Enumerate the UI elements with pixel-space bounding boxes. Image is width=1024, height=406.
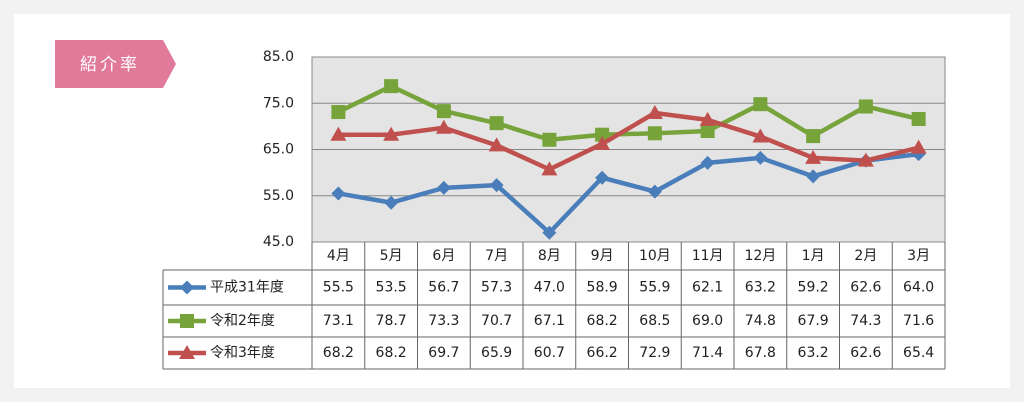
series-line [338, 110, 920, 172]
table-cell: 69.0 [692, 313, 723, 329]
table-cell: 47.0 [534, 280, 565, 296]
x-tick-label: 11月 [692, 248, 724, 264]
table-cell: 65.9 [481, 345, 512, 361]
table-cell: 67.1 [534, 313, 565, 329]
table-cell: 67.8 [745, 345, 776, 361]
marker [595, 127, 610, 142]
table-cell: 73.1 [323, 313, 354, 329]
y-tick-label: 85.0 [263, 49, 294, 65]
table-cell: 57.3 [481, 280, 512, 296]
marker [331, 105, 346, 120]
marker [384, 195, 399, 210]
marker [806, 129, 821, 144]
marker [436, 180, 451, 195]
marker [911, 111, 926, 126]
marker [179, 345, 195, 359]
marker [541, 161, 558, 176]
x-tick-label: 3月 [907, 248, 930, 264]
marker [595, 170, 610, 185]
table-cell: 69.7 [428, 345, 459, 361]
table-cell: 71.6 [903, 313, 934, 329]
marker [858, 99, 873, 114]
marker [700, 155, 715, 170]
x-tick-label: 12月 [744, 248, 776, 264]
marker [752, 128, 769, 143]
marker [542, 225, 557, 240]
x-tick-label: 8月 [538, 248, 561, 264]
marker [330, 126, 347, 141]
table-cell: 74.3 [850, 313, 881, 329]
x-tick-label: 10月 [639, 248, 671, 264]
table-cell: 62.1 [692, 280, 723, 296]
badge-label: 紹介率 [80, 55, 140, 75]
marker [384, 79, 399, 94]
table-cell: 78.7 [376, 313, 407, 329]
legend-label: 平成31年度 [210, 280, 284, 296]
marker [647, 126, 662, 141]
marker [331, 186, 346, 201]
table-cell: 63.2 [798, 345, 829, 361]
marker [488, 137, 505, 152]
table-cell: 66.2 [587, 345, 618, 361]
y-tick-label: 75.0 [263, 95, 294, 111]
marker [489, 116, 504, 131]
table-cell: 56.7 [428, 280, 459, 296]
badge-shape [55, 40, 176, 88]
x-tick-label: 7月 [485, 248, 508, 264]
marker [753, 150, 768, 165]
marker [383, 126, 400, 141]
table-cell: 68.5 [639, 313, 670, 329]
table-cell: 55.9 [639, 280, 670, 296]
table-cell: 55.5 [323, 280, 354, 296]
marker [180, 280, 194, 295]
table-cell: 68.2 [323, 345, 354, 361]
table-cell: 70.7 [481, 313, 512, 329]
table-cell: 59.2 [798, 280, 829, 296]
x-tick-label: 5月 [380, 248, 403, 264]
x-tick-label: 6月 [432, 248, 455, 264]
marker [435, 119, 452, 134]
legend-label: 令和2年度 [210, 313, 275, 329]
x-tick-label: 4月 [327, 248, 350, 264]
table-cell: 64.0 [903, 280, 934, 296]
y-tick-label: 55.0 [263, 188, 294, 204]
table-cell: 73.3 [428, 313, 459, 329]
marker [436, 104, 451, 119]
marker [805, 149, 822, 164]
marker [806, 169, 821, 184]
table-cell: 62.6 [850, 280, 881, 296]
marker [857, 152, 874, 167]
marker [910, 139, 927, 154]
marker [594, 135, 611, 150]
series-line [337, 83, 920, 143]
table-cell: 65.4 [903, 345, 934, 361]
x-tick-label: 9月 [591, 248, 614, 264]
table-cell: 68.2 [587, 313, 618, 329]
legend-label: 令和3年度 [210, 345, 275, 361]
marker [646, 104, 663, 119]
table-cell: 67.9 [798, 313, 829, 329]
table-cell: 74.8 [745, 313, 776, 329]
y-tick-label: 45.0 [263, 234, 294, 250]
marker [542, 132, 557, 147]
table-cell: 68.2 [376, 345, 407, 361]
marker [647, 184, 662, 199]
marker [699, 111, 716, 126]
table-cell: 60.7 [534, 345, 565, 361]
table-cell: 62.6 [850, 345, 881, 361]
y-tick-label: 65.0 [263, 142, 294, 158]
x-tick-label: 2月 [854, 248, 877, 264]
table-cell: 53.5 [376, 280, 407, 296]
table-cell: 71.4 [692, 345, 723, 361]
table-cell: 63.2 [745, 280, 776, 296]
marker [180, 314, 194, 328]
x-tick-label: 1月 [802, 248, 825, 264]
marker [753, 97, 768, 112]
table-cell: 72.9 [639, 345, 670, 361]
marker [489, 178, 504, 193]
marker [700, 124, 715, 138]
table-cell: 58.9 [587, 280, 618, 296]
series-line [337, 151, 919, 235]
